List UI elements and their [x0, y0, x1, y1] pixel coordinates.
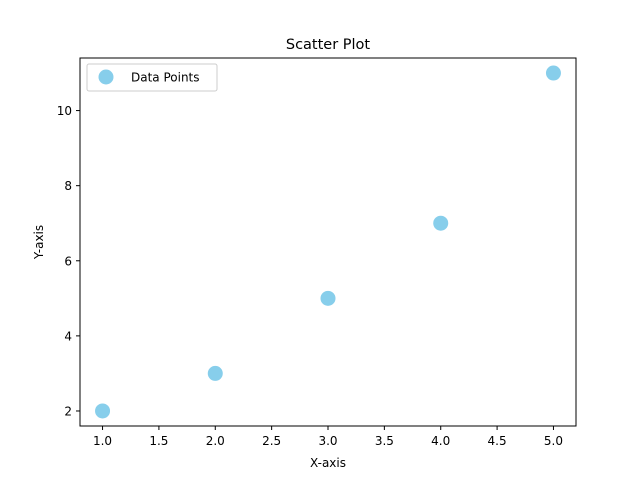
scatter-point — [95, 403, 111, 419]
x-tick-label: 3.0 — [318, 434, 337, 448]
y-tick-label: 4 — [64, 329, 72, 343]
x-tick-label: 4.0 — [431, 434, 450, 448]
scatter-point — [433, 215, 449, 231]
x-tick-label: 2.5 — [262, 434, 281, 448]
scatter-point — [320, 290, 336, 306]
legend-marker — [98, 69, 114, 85]
scatter-point — [207, 365, 223, 381]
y-tick-label: 8 — [64, 179, 72, 193]
legend: Data Points — [86, 63, 218, 92]
x-axis-ticks: 1.0 1.5 2.0 2.5 3.0 3.5 4.0 4.5 5.0 — [93, 426, 563, 448]
legend-label: Data Points — [131, 71, 200, 85]
data-points — [95, 65, 561, 419]
y-tick-label: 6 — [64, 254, 72, 268]
x-tick-label: 2.0 — [206, 434, 225, 448]
x-tick-label: 4.5 — [488, 434, 507, 448]
x-axis-label: X-axis — [310, 456, 346, 470]
x-tick-label: 5.0 — [544, 434, 563, 448]
x-tick-label: 1.0 — [93, 434, 112, 448]
y-tick-label: 10 — [57, 104, 72, 118]
legend-box — [86, 63, 218, 92]
y-axis-ticks: 2 4 6 8 10 — [57, 104, 80, 418]
y-tick-label: 2 — [64, 404, 72, 418]
x-tick-label: 1.5 — [149, 434, 168, 448]
plot-frame — [79, 57, 577, 427]
scatter-point — [545, 65, 561, 81]
y-axis-label: Y-axis — [32, 225, 46, 260]
chart-title: Scatter Plot — [286, 37, 371, 53]
x-tick-label: 3.5 — [375, 434, 394, 448]
